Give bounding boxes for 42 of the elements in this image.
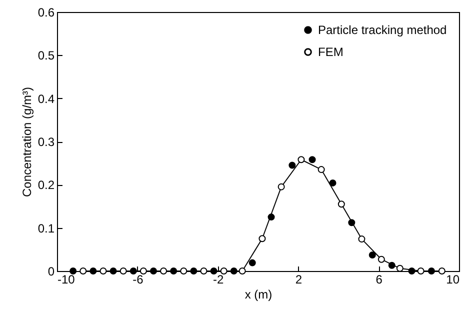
point: [288, 162, 296, 169]
x-tick-label: -10: [58, 272, 76, 286]
y-tick-label: 0.5: [38, 48, 55, 63]
point: [358, 236, 366, 243]
x-tick-label: -6: [132, 272, 144, 286]
legend-label: FEM: [318, 45, 344, 59]
point: [338, 200, 345, 208]
point: [278, 183, 285, 190]
point: [140, 268, 147, 274]
point: [318, 166, 325, 174]
y-tick-label: 0.1: [38, 221, 55, 236]
point: [80, 268, 87, 274]
x-tick-label: -2: [212, 272, 224, 286]
point: [298, 156, 305, 164]
point: [180, 268, 188, 274]
point: [70, 268, 77, 274]
point: [378, 256, 385, 263]
point: [308, 156, 316, 164]
point: [329, 179, 336, 186]
y-tick-label: 0.3: [38, 135, 55, 149]
x-axis-title: x (m): [244, 288, 272, 302]
y-tick-label: 0.2: [38, 178, 55, 192]
point: [396, 264, 404, 272]
point: [368, 252, 376, 259]
point: [100, 268, 107, 274]
y-axis-title: Concentration (g/m³): [20, 86, 34, 198]
point: [200, 268, 208, 274]
x-tick-label: 10: [446, 272, 460, 286]
point: [120, 268, 127, 274]
point: [220, 268, 228, 274]
y-tick-label: 0.4: [38, 92, 55, 106]
point: [258, 235, 266, 242]
y-tick-label: 0.6: [38, 6, 55, 20]
x-tick-label: 2: [295, 272, 302, 286]
y-tick-label: 0: [48, 264, 55, 278]
point: [417, 268, 424, 274]
point: [248, 259, 256, 266]
point: [160, 268, 168, 274]
legend-label: Particle tracking method: [318, 23, 447, 37]
point: [238, 268, 246, 274]
x-tick-label: 6: [376, 272, 383, 286]
point: [438, 268, 446, 274]
